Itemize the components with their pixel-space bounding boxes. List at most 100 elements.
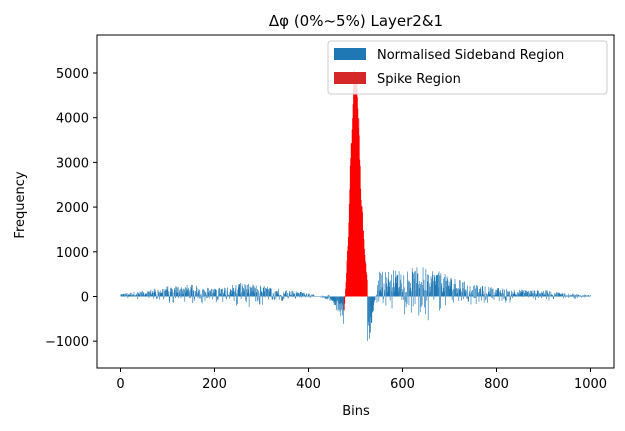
sideband-bar bbox=[152, 290, 154, 297]
sideband-bar bbox=[306, 293, 307, 297]
sideband-bar bbox=[183, 293, 185, 297]
sideband-bar bbox=[235, 288, 236, 297]
sideband-bar bbox=[557, 292, 558, 297]
sideband-bar bbox=[313, 294, 314, 297]
sideband-bar bbox=[475, 296, 477, 304]
sideband-bar bbox=[386, 286, 388, 297]
sideband-bar bbox=[418, 288, 420, 297]
sideband-bar bbox=[444, 274, 446, 297]
sideband-bar bbox=[313, 295, 315, 297]
sideband-bar bbox=[193, 290, 194, 297]
sideband-bar bbox=[267, 286, 268, 297]
sideband-bar bbox=[164, 288, 166, 297]
sideband-bar bbox=[144, 295, 146, 297]
sideband-bar bbox=[513, 290, 515, 297]
sideband-bar bbox=[512, 292, 514, 297]
sideband-bar bbox=[135, 295, 136, 297]
sideband-bar bbox=[452, 289, 454, 297]
sideband-bar bbox=[408, 281, 409, 297]
sideband-bar bbox=[175, 286, 177, 297]
sideband-bar bbox=[544, 295, 546, 297]
sideband-bar bbox=[296, 293, 298, 297]
sideband-bar bbox=[181, 288, 183, 297]
sideband-bar bbox=[503, 293, 504, 297]
sideband-bar bbox=[308, 293, 310, 297]
sideband-bar bbox=[261, 291, 263, 297]
sideband-bar bbox=[166, 286, 168, 297]
sideband-bar bbox=[441, 285, 442, 297]
sideband-bar bbox=[436, 275, 437, 297]
sideband-bar bbox=[256, 296, 258, 302]
sideband-bar bbox=[536, 293, 538, 297]
sideband-bar bbox=[531, 292, 533, 297]
sideband-bar bbox=[254, 288, 256, 297]
sideband-bar bbox=[466, 296, 468, 299]
spike-bar bbox=[363, 249, 365, 297]
sideband-bar bbox=[403, 287, 405, 297]
sideband-bar bbox=[331, 296, 332, 301]
sideband-bar bbox=[507, 295, 508, 297]
sideband-bar bbox=[120, 294, 122, 297]
sideband-bar bbox=[554, 294, 556, 297]
sideband-bar bbox=[337, 296, 339, 312]
sideband-bar bbox=[457, 288, 458, 297]
sideband-bar bbox=[301, 291, 303, 297]
sideband-bar bbox=[484, 286, 486, 297]
spike-bar bbox=[345, 289, 347, 297]
sideband-bar bbox=[299, 296, 300, 298]
sideband-bar bbox=[384, 292, 386, 297]
sideband-bar bbox=[204, 296, 206, 301]
spike-bar bbox=[365, 263, 367, 297]
sideband-bar bbox=[248, 296, 250, 307]
sideband-bar bbox=[418, 284, 419, 297]
sideband-bar bbox=[552, 296, 554, 299]
sideband-bar bbox=[583, 294, 585, 297]
sideband-bar bbox=[563, 296, 564, 299]
spike-bar bbox=[350, 143, 352, 297]
sideband-bar bbox=[224, 287, 226, 297]
sideband-bar bbox=[293, 293, 295, 297]
sideband-bar bbox=[304, 294, 306, 297]
sideband-bar bbox=[368, 296, 370, 322]
sideband-bar bbox=[401, 296, 403, 300]
sideband-bar bbox=[376, 294, 377, 297]
sideband-bar bbox=[583, 295, 585, 297]
sideband-bar bbox=[337, 296, 338, 301]
sideband-bar bbox=[415, 271, 416, 297]
sideband-bar bbox=[232, 288, 234, 297]
sideband-bar bbox=[402, 291, 403, 297]
sideband-bar bbox=[455, 288, 457, 297]
sideband-bar bbox=[342, 296, 344, 310]
sideband-bar bbox=[458, 296, 460, 301]
sideband-bar bbox=[163, 296, 164, 300]
sideband-bar bbox=[162, 289, 163, 297]
sideband-bar bbox=[122, 293, 124, 297]
sideband-bar bbox=[574, 296, 576, 299]
sideband-bar bbox=[242, 291, 244, 297]
sideband-bar bbox=[536, 290, 538, 297]
sideband-bar bbox=[497, 288, 499, 297]
sideband-bar bbox=[228, 294, 229, 297]
sideband-bar bbox=[128, 294, 129, 297]
sideband-bar bbox=[569, 295, 570, 297]
spike-bar bbox=[349, 165, 351, 297]
sideband-bar bbox=[417, 273, 419, 297]
sideband-bar bbox=[255, 296, 257, 302]
sideband-bar bbox=[527, 296, 529, 298]
sideband-bar bbox=[290, 295, 291, 297]
sideband-bar bbox=[212, 296, 213, 300]
sideband-bar bbox=[575, 294, 577, 297]
sideband-bar bbox=[551, 295, 552, 297]
sideband-bar bbox=[256, 292, 257, 297]
sideband-bar bbox=[125, 293, 127, 297]
sideband-bar bbox=[410, 283, 411, 297]
sideband-bar bbox=[465, 289, 467, 297]
sideband-bar bbox=[159, 292, 161, 297]
sideband-bar bbox=[471, 290, 473, 297]
sideband-bar bbox=[211, 288, 212, 297]
sideband-bar bbox=[291, 290, 293, 297]
sideband-bar bbox=[221, 289, 222, 297]
sideband-bar bbox=[568, 293, 570, 297]
sideband-bar bbox=[419, 280, 421, 297]
sideband-bar bbox=[538, 290, 539, 297]
